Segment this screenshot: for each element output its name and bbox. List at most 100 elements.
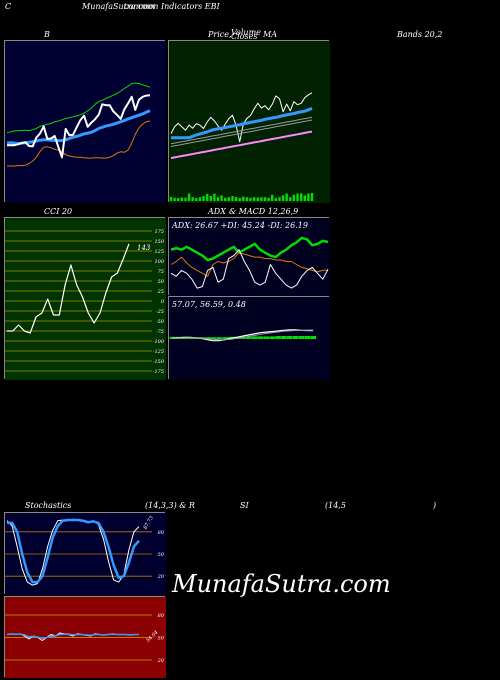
volume-bar: [198, 197, 202, 201]
volume-bar: [274, 198, 277, 201]
volume-bar: [245, 197, 249, 201]
adx-readout: ADX: 26.67 +DI: 45.24 -DI: 26.19: [172, 221, 308, 230]
watermark: MunafaSutra.com: [172, 570, 391, 598]
ma-chart: [169, 41, 330, 203]
stoch-panel: 80 50 20 87.73: [4, 512, 166, 595]
bands-chart: [5, 41, 166, 203]
volume-bar: [184, 197, 187, 201]
volume-bar: [278, 197, 281, 201]
macd-panel: 57.07, 56.59, 0.48: [168, 296, 330, 380]
adx-panel: ADX: 26.67 +DI: 45.24 -DI: 26.19: [168, 217, 330, 296]
cci-chart: 175 150 125 100 75 50 25 0 -25 -50 -75 -100 -125 -150…: [5, 218, 166, 380]
header-desc: common Indicators EBI: [124, 2, 220, 11]
volume-bar: [173, 197, 176, 201]
rsi-panel: 80 50 20 54.04: [4, 596, 166, 678]
bands-panel: [4, 40, 166, 203]
cci-tick-label: 150: [154, 239, 164, 245]
panel-background: [169, 218, 330, 296]
stoch-tick-label: 20: [157, 574, 165, 580]
rsi-params: (14,5: [325, 501, 346, 510]
macd-hist-bar: [304, 336, 311, 339]
bands-title: Bands 20,2: [397, 30, 443, 39]
macd-title: & MACD 12,26,9: [229, 207, 299, 216]
macd-hist-bar: [257, 336, 264, 339]
volume-bar: [220, 195, 223, 201]
volume-bar: [300, 193, 303, 201]
plus-di-line: [170, 236, 329, 262]
macd-hist-bar: [245, 336, 252, 339]
volume-bar: [177, 198, 180, 201]
volume-bar: [180, 197, 183, 201]
cci-line: [7, 243, 130, 334]
cci-value-label: 143: [137, 244, 151, 252]
stoch-d-slow-line: [7, 518, 140, 584]
volume-bar: [260, 197, 263, 201]
rsi-rsi-ma-line: [6, 633, 139, 640]
ma-title: MA: [263, 30, 277, 39]
macd-hist-bar: [275, 336, 281, 339]
ma-blue-line: [171, 107, 313, 140]
volume-title: Volume: [231, 28, 261, 37]
bands-lower-line: [7, 120, 151, 167]
volume-bar: [187, 193, 191, 201]
volume-bar: [231, 196, 234, 201]
rsi-tick-label: 20: [157, 658, 165, 664]
macd-readout: 57.07, 56.59, 0.48: [172, 300, 246, 309]
header-site[interactable]: MunafaSutra.com: [82, 2, 155, 11]
rsi-tick-label: 80: [158, 613, 165, 619]
cci-tick-label: -125: [153, 349, 164, 355]
adx-chart: [169, 218, 330, 296]
macd-hist-bar: [298, 336, 305, 339]
ma-grey_2-line: [170, 119, 313, 147]
volume-bar: [285, 193, 288, 201]
adx-title: ADX: [208, 207, 226, 216]
cci-tick-label: 50: [158, 279, 165, 285]
volume-bar: [216, 197, 220, 201]
bands-title-b: B: [44, 30, 50, 39]
macd-hist-bar: [281, 336, 287, 339]
closes-title: Closes: [231, 32, 258, 41]
ma-pink-line: [170, 130, 313, 160]
cci-tick-label: 0: [161, 299, 165, 305]
cci-tick-label: -150: [153, 359, 165, 365]
rsi-tick-label: 50: [158, 636, 165, 642]
cci-tick-label: 75: [158, 269, 164, 275]
cci-tick-label: -25: [156, 309, 164, 315]
volume-bar: [281, 195, 285, 201]
ma-panel: [168, 40, 330, 203]
volume-bar: [307, 193, 310, 201]
stoch-tick-label: 80: [158, 530, 165, 536]
macd-hist-bar: [269, 336, 275, 339]
volume-bar: [227, 197, 230, 201]
cci-tick-label: -75: [156, 329, 164, 335]
header-c: C: [5, 2, 12, 11]
volume-bar: [234, 196, 238, 201]
volume-bar: [202, 196, 205, 201]
macd-hist-bar: [222, 337, 228, 339]
volume-bar: [238, 197, 241, 201]
volume-bar: [209, 196, 212, 201]
volume-bar: [191, 197, 194, 201]
cci-tick-label: -175: [153, 369, 164, 375]
macd-signal-line: [171, 330, 314, 341]
cci-tick-label: 100: [154, 259, 164, 265]
cci-tick-label: 25: [157, 289, 164, 295]
bands-price-line: [7, 94, 151, 159]
adx-line-line: [170, 249, 329, 289]
volume-bar: [263, 197, 267, 201]
bands-upper-line: [6, 82, 151, 134]
cci-panel: 175 150 125 100 75 50 25 0 -25 -50 -75 -100 -125 -150…: [4, 217, 166, 380]
volume-bar: [195, 198, 198, 201]
rsi-paren: ): [433, 501, 437, 510]
stoch-params: (14,3,3) & R: [145, 501, 195, 510]
volume-bar: [296, 193, 299, 201]
macd-hist-bar: [251, 336, 258, 339]
cci-tick-label: 125: [154, 249, 164, 255]
cci-title: CCI 20: [44, 207, 73, 216]
cci-tick-label: -50: [156, 319, 165, 325]
price-title: Price,: [208, 30, 232, 39]
panel-background: [5, 218, 166, 380]
volume-bar: [224, 197, 227, 201]
